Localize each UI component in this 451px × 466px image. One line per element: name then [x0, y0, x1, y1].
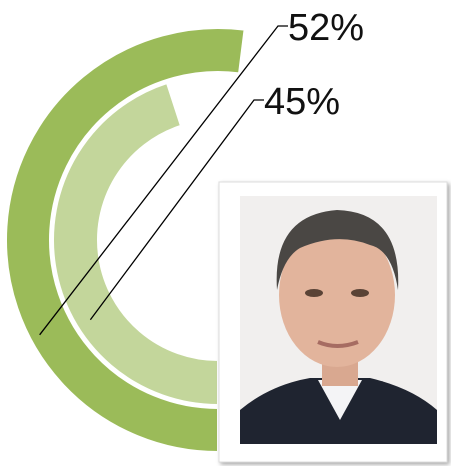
labels: 52% 45%	[39, 7, 364, 336]
eye	[351, 289, 369, 297]
mouth	[317, 340, 359, 348]
photo	[218, 181, 448, 463]
leader-line	[39, 25, 288, 336]
ring-bar	[52, 81, 219, 407]
face	[279, 223, 395, 367]
ring-bar	[5, 27, 246, 454]
shirt	[318, 380, 362, 420]
hair	[276, 210, 399, 290]
eye	[305, 289, 323, 297]
leader-line	[89, 99, 264, 321]
value-label: 45%	[264, 81, 340, 123]
value-label: 52%	[288, 7, 364, 49]
rings	[5, 27, 246, 454]
